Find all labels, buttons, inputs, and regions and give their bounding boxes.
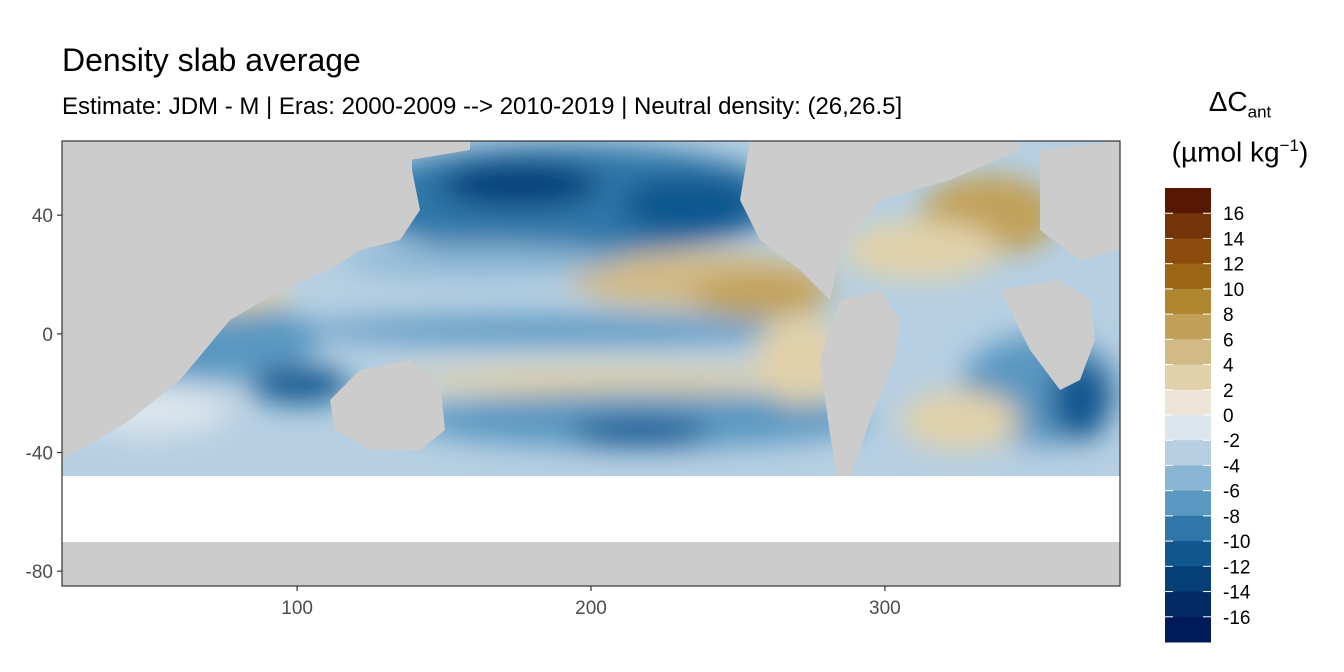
legend-break-label: -8	[1223, 507, 1240, 528]
y-tick-label: 40	[32, 206, 53, 227]
map-panel	[62, 141, 1120, 586]
x-tick-label: 300	[869, 598, 901, 619]
y-tick-label: -80	[26, 562, 53, 583]
no-data-band	[62, 476, 1120, 542]
land-mask	[62, 141, 1120, 586]
legend-swatch	[1165, 263, 1211, 290]
chart-title: Density slab average	[62, 42, 361, 78]
legend-break-label: 0	[1223, 406, 1234, 427]
legend-unit: (µmol kg−1)	[1171, 136, 1309, 168]
legend-swatch	[1165, 490, 1211, 517]
x-tick-label: 200	[575, 598, 607, 619]
legend-swatch	[1165, 339, 1211, 366]
legend-break-label: -4	[1223, 456, 1240, 477]
legend-break-label: -16	[1223, 608, 1250, 629]
legend-break-label: -10	[1223, 532, 1250, 553]
legend-swatch	[1165, 465, 1211, 492]
legend-swatch	[1165, 288, 1211, 315]
axis-ticks: 40 0 -40 -80 100 200 300	[26, 206, 901, 619]
x-tick-label: 100	[281, 598, 313, 619]
legend-break-label: 8	[1223, 305, 1234, 326]
legend-break-label: 10	[1223, 280, 1244, 301]
legend-swatch	[1165, 591, 1211, 618]
legend-break-label: 2	[1223, 381, 1234, 402]
chart-subtitle: Estimate: JDM - M | Eras: 2000-2009 --> …	[62, 93, 903, 120]
legend-swatch	[1165, 364, 1211, 391]
legend-swatch	[1165, 188, 1211, 214]
legend-swatch	[1165, 389, 1211, 416]
legend-break-label: -2	[1223, 431, 1240, 452]
legend-break-label: 14	[1223, 229, 1245, 250]
legend-title: ΔCant	[1208, 86, 1272, 122]
legend-break-label: 4	[1223, 356, 1234, 377]
legend-swatch	[1165, 314, 1211, 340]
legend-break-label: 6	[1223, 330, 1234, 351]
legend-swatch	[1165, 566, 1211, 593]
legend-swatch	[1165, 213, 1211, 239]
legend-break-label: 16	[1223, 204, 1244, 225]
legend-swatch	[1165, 541, 1211, 567]
legend-swatch	[1165, 515, 1211, 542]
legend-break-label: -14	[1223, 583, 1251, 604]
legend-swatch	[1165, 440, 1211, 466]
legend-swatch	[1165, 238, 1211, 265]
legend-break-label: 12	[1223, 255, 1244, 276]
y-tick-label: 0	[42, 325, 53, 346]
legend-swatch	[1165, 616, 1211, 643]
legend-swatch	[1165, 415, 1211, 441]
y-tick-label: -40	[26, 444, 53, 465]
legend-colorbar: 16 14 12 10 8 6 4 2 0 -2 -4 -6 -8 -10 -12 -14 -16	[1165, 188, 1251, 643]
legend-break-label: -12	[1223, 557, 1250, 578]
legend-break-label: -6	[1223, 482, 1240, 503]
